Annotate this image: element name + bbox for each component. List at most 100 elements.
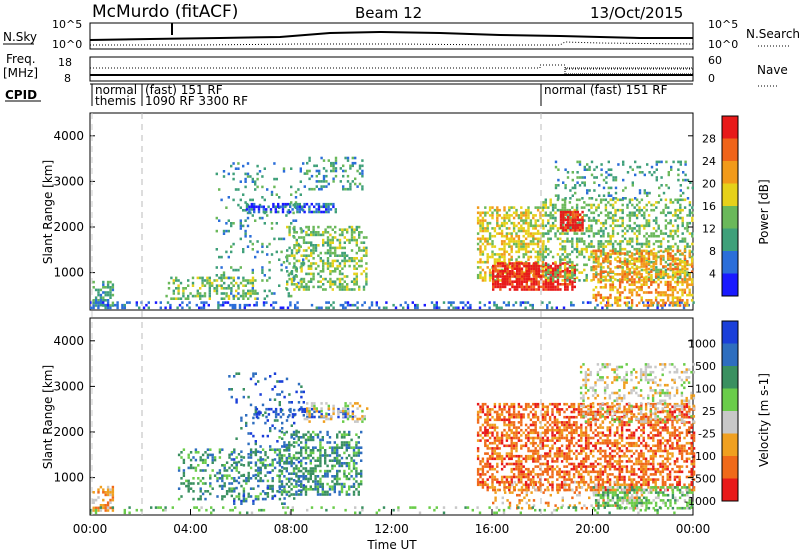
velocity-cell	[271, 497, 274, 500]
power-cell	[583, 181, 586, 184]
power-ytick-label: 2000	[53, 220, 84, 234]
velocity-cell	[321, 446, 324, 449]
power-cell	[678, 273, 682, 276]
velocity-cell	[512, 441, 516, 445]
power-cell	[165, 294, 168, 298]
power-cell	[638, 260, 641, 263]
power-cell	[638, 224, 641, 228]
power-cell	[659, 254, 663, 258]
power-cell	[361, 174, 364, 178]
velocity-cell	[252, 451, 255, 454]
power-cell	[498, 253, 501, 256]
power-cell	[621, 252, 624, 255]
velocity-cell	[249, 477, 253, 480]
power-cell	[501, 272, 504, 276]
power-cell	[556, 271, 560, 274]
power-cell	[92, 306, 95, 310]
velocity-cell	[517, 488, 521, 492]
power-cell	[312, 249, 315, 252]
power-cell	[331, 259, 334, 263]
power-cell	[529, 303, 532, 307]
velocity-cell	[290, 464, 293, 468]
velocity-cell	[346, 407, 350, 411]
power-cell	[109, 306, 112, 310]
power-cell	[669, 257, 672, 260]
velocity-cell	[510, 413, 513, 416]
velocity-cell	[352, 477, 356, 481]
velocity-cell	[228, 456, 231, 459]
power-cell	[559, 208, 562, 212]
power-cell	[504, 277, 507, 281]
power-cell	[346, 288, 349, 291]
velocity-cell	[102, 488, 105, 491]
power-cell	[202, 303, 206, 307]
power-cell	[232, 276, 235, 280]
power-cell	[683, 288, 687, 292]
power-cell	[215, 289, 219, 293]
power-cell	[358, 264, 361, 268]
power-cell	[295, 285, 298, 289]
power-cell	[571, 171, 574, 174]
velocity-cell	[235, 401, 238, 404]
velocity-cell	[357, 451, 360, 455]
velocity-cell	[354, 402, 357, 405]
velocity-cell	[500, 439, 504, 442]
velocity-cell	[283, 488, 286, 491]
power-cell	[628, 288, 631, 292]
velocity-cell	[277, 413, 280, 416]
power-cell	[640, 198, 644, 202]
power-cell	[554, 186, 558, 190]
velocity-cell	[493, 478, 497, 481]
power-cell	[225, 229, 228, 233]
velocity-cell	[225, 474, 229, 477]
velocity-cell	[308, 407, 311, 410]
power-cell	[296, 306, 299, 310]
power-cell	[285, 214, 288, 217]
power-cell	[285, 266, 288, 269]
power-cell	[522, 247, 525, 251]
power-cell	[670, 165, 673, 169]
power-cell	[690, 262, 694, 266]
power-cell	[360, 259, 363, 263]
power-cell	[503, 258, 506, 261]
power-cell	[336, 277, 339, 281]
velocity-cell	[476, 402, 480, 406]
power-cell	[686, 304, 689, 307]
power-cell	[242, 248, 245, 251]
power-cell	[491, 216, 494, 220]
power-cell	[305, 257, 308, 260]
power-cell	[254, 297, 257, 300]
power-cell	[607, 232, 610, 235]
power-cell	[633, 270, 636, 273]
power-cell	[382, 306, 386, 310]
power-cell	[595, 208, 598, 212]
velocity-cell	[479, 426, 482, 429]
power-cell	[571, 221, 575, 224]
power-cell	[659, 291, 663, 294]
power-cell	[324, 277, 327, 281]
velocity-cell	[233, 458, 236, 461]
velocity-cell	[481, 436, 485, 440]
power-cell	[503, 247, 506, 251]
power-cell	[664, 214, 668, 217]
power-cell	[318, 172, 321, 175]
power-cell	[290, 193, 293, 196]
power-cell	[532, 270, 536, 273]
power-cell	[244, 177, 247, 181]
velocity-cell	[326, 464, 329, 468]
velocity-cell	[242, 479, 246, 483]
power-cell	[683, 260, 687, 264]
power-cell	[498, 208, 501, 212]
velocity-cell	[491, 449, 494, 453]
power-cell	[581, 229, 584, 232]
power-cell	[346, 259, 349, 263]
power-cell	[640, 296, 643, 299]
power-cell	[652, 262, 655, 266]
velocity-cell	[259, 451, 262, 454]
power-cell	[512, 224, 516, 228]
velocity-cell	[300, 490, 303, 494]
power-cell	[496, 258, 499, 261]
velocity-cell	[94, 498, 98, 502]
velocity-cell	[324, 490, 327, 494]
